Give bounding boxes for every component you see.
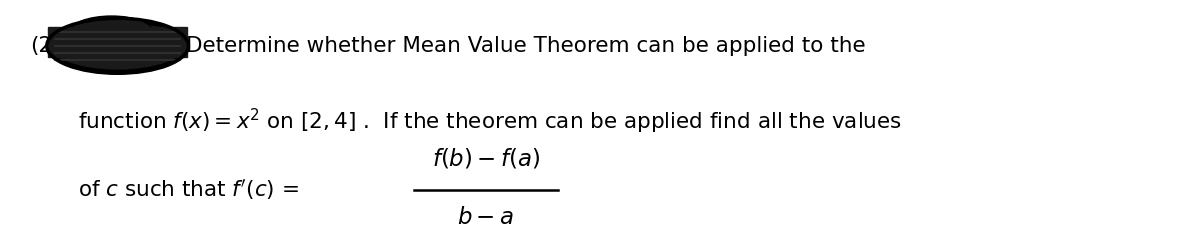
Ellipse shape	[49, 21, 187, 71]
Text: Determine whether Mean Value Theorem can be applied to the: Determine whether Mean Value Theorem can…	[186, 36, 865, 56]
Text: function $f(x) = x^2$ on $[2,4]$ .  If the theorem can be applied find all the v: function $f(x) = x^2$ on $[2,4]$ . If th…	[78, 107, 902, 136]
Text: of $c$ such that $f'(c)$ =: of $c$ such that $f'(c)$ =	[78, 178, 299, 202]
Text: (2): (2)	[30, 36, 60, 56]
Text: $b - a$: $b - a$	[457, 206, 515, 229]
Text: $f(b) - f(a)$: $f(b) - f(a)$	[432, 146, 540, 170]
Ellipse shape	[70, 16, 154, 48]
Bar	[48, 27, 187, 57]
